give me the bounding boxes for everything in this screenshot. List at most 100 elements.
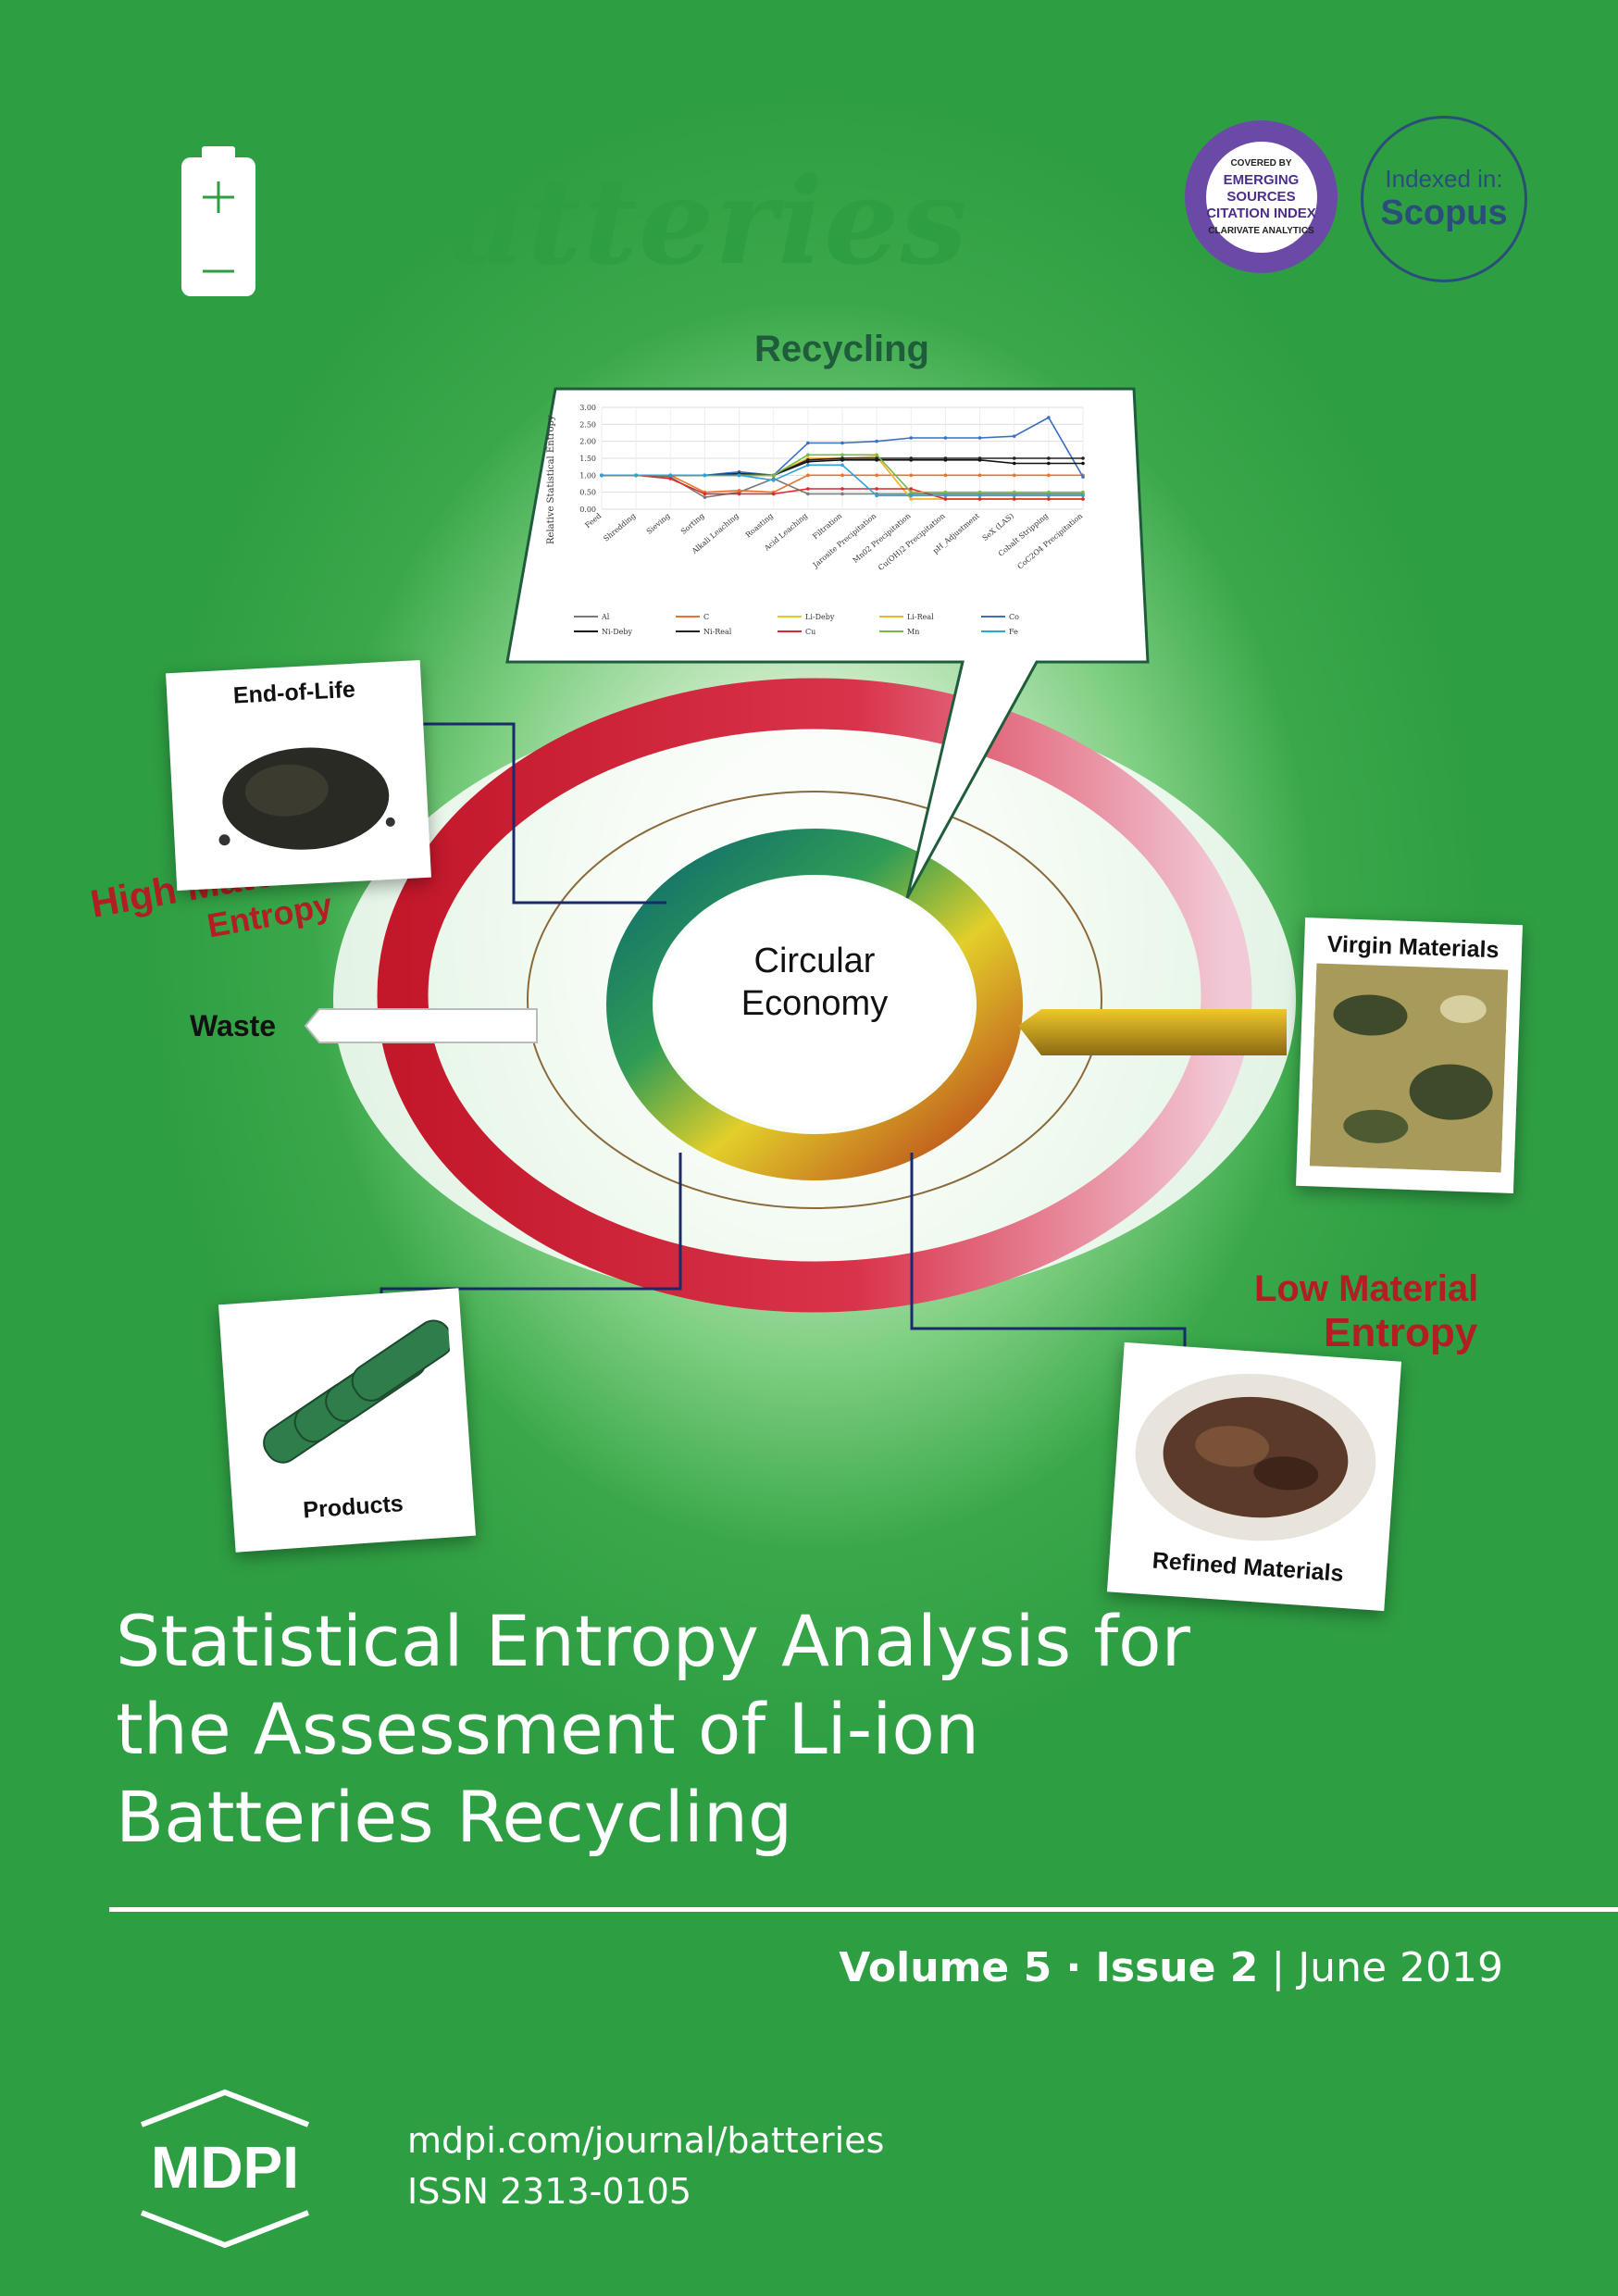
- waste-arrow: [304, 1008, 538, 1043]
- data-point: [806, 487, 810, 491]
- x-tick-label: Roasting: [744, 512, 775, 540]
- recycling-label: Recycling: [754, 329, 929, 369]
- recycling-callout: [505, 387, 1150, 899]
- legend-label: Al: [601, 613, 610, 621]
- x-tick-label: Feed: [583, 512, 603, 530]
- data-point: [1081, 493, 1085, 498]
- data-point: [909, 493, 914, 498]
- data-point: [806, 453, 810, 457]
- data-point: [1047, 473, 1051, 478]
- scopus-badge: Indexed in: Scopus: [1361, 116, 1527, 282]
- circular-label-line-2: Economy: [741, 984, 889, 1023]
- data-point: [875, 473, 878, 478]
- mdpi-logo-text: MDPI: [151, 2134, 299, 2201]
- y-tick-label: 1.00: [579, 471, 596, 480]
- y-tick-label: 3.00: [579, 404, 596, 412]
- esci-line-1: EMERGING: [1223, 171, 1300, 188]
- data-point: [909, 456, 914, 460]
- batteries-image: [263, 1319, 454, 1464]
- data-point: [1012, 461, 1016, 466]
- legend-label: C: [703, 613, 709, 621]
- issue-info: Volume 5 · Issue 2 | June 2019: [839, 1944, 1503, 1991]
- journal-url[interactable]: mdpi.com/journal/batteries: [407, 2120, 885, 2161]
- data-point: [840, 456, 844, 460]
- esci-line-3: CITATION INDEX: [1206, 205, 1316, 221]
- recycling-chart: 0.00 0.50 1.00 1.50 2.00 2.50 3.00 FeedShreddi…: [546, 404, 1085, 636]
- data-point: [806, 458, 810, 462]
- volume-number: Volume 5: [839, 1944, 1052, 1991]
- data-point: [977, 473, 982, 478]
- ore-image: [1309, 963, 1509, 1173]
- title-line-1: Statistical Entropy Analysis for: [116, 1600, 1190, 1682]
- data-point: [1012, 490, 1016, 494]
- data-point: [875, 453, 878, 457]
- issue-date: June 2019: [1298, 1944, 1503, 1991]
- chart-legend: Al C Li-Deby Li-Real Co Ni-Deby Ni-Real Cu Mn Fe: [574, 613, 1019, 636]
- data-point: [1081, 461, 1085, 466]
- mdpi-hexagon-top: [140, 2089, 310, 2128]
- outer-ring: [377, 678, 1252, 1313]
- data-point: [943, 493, 948, 498]
- esci-line-2: SOURCES: [1226, 188, 1296, 205]
- issue-separator-dot: ·: [1052, 1944, 1096, 1991]
- data-point: [875, 493, 878, 498]
- data-point: [977, 456, 982, 460]
- data-point: [840, 487, 844, 491]
- x-tick-label: Sieving: [645, 512, 672, 536]
- data-point: [634, 473, 638, 478]
- data-point: [875, 487, 878, 491]
- x-tick-label: Mn02 Precipitation: [852, 512, 913, 565]
- x-tick-label: Shredding: [602, 512, 637, 543]
- waste-label: Waste: [190, 1009, 277, 1042]
- data-point: [1081, 497, 1085, 501]
- data-point: [1012, 493, 1016, 498]
- refined-connector: [910, 1153, 1187, 1356]
- data-point: [668, 473, 673, 478]
- data-point: [840, 441, 844, 445]
- data-point: [943, 490, 948, 494]
- data-point: [737, 473, 741, 478]
- data-point: [909, 473, 914, 478]
- data-point: [1012, 473, 1016, 478]
- legend-label: Ni-Deby: [602, 628, 633, 636]
- x-tick-label: Cu(OH)2 Precipitation: [877, 512, 947, 572]
- legend-label: Li-Real: [907, 613, 934, 621]
- article-title: Statistical Entropy Analysis for the Ass…: [116, 1597, 1504, 1861]
- scopus-prefix: Indexed in:: [1385, 165, 1503, 193]
- issue-separator-bar: |: [1258, 1944, 1299, 1991]
- circular-label-line-1: Circular: [753, 942, 876, 980]
- x-tick-label: Filtration: [811, 512, 843, 541]
- data-point: [771, 473, 776, 478]
- legend-label: Fe: [1009, 628, 1018, 636]
- data-point: [737, 492, 741, 496]
- data-point: [943, 473, 948, 478]
- data-point: [1047, 456, 1051, 460]
- refined-materials-photo: Refined Materials: [1106, 1341, 1402, 1612]
- data-point: [1012, 497, 1016, 501]
- x-tick-label: SeX (LAS): [981, 512, 1015, 543]
- esci-bottom-text: CLARIVATE ANALYTICS: [1208, 225, 1314, 236]
- data-point: [977, 490, 982, 494]
- circular-economy-graphic: [304, 387, 1287, 1356]
- data-point: [703, 473, 707, 478]
- data-point: [1012, 434, 1016, 438]
- title-line-2: the Assessment of Li-ion: [116, 1688, 980, 1770]
- inner-ring: [606, 829, 1023, 1180]
- data-point: [806, 463, 810, 468]
- data-point: [840, 492, 844, 496]
- virgin-materials-photo: Virgin Materials: [1296, 917, 1523, 1194]
- legend-label: Mn: [907, 628, 919, 636]
- data-point: [943, 497, 948, 501]
- data-point: [909, 497, 914, 501]
- data-point: [1047, 493, 1051, 498]
- data-point: [806, 441, 810, 445]
- esci-main-text: EMERGING SOURCES CITATION INDEX: [1206, 172, 1316, 222]
- eol-connector: [414, 722, 666, 905]
- data-point: [1047, 416, 1051, 419]
- data-point: [703, 492, 707, 496]
- data-point: [1081, 456, 1085, 460]
- issn: ISSN 2313-0105: [407, 2171, 692, 2212]
- mdpi-logo: MDPI: [140, 2089, 310, 2249]
- end-of-life-photo: End-of-Life: [166, 659, 431, 892]
